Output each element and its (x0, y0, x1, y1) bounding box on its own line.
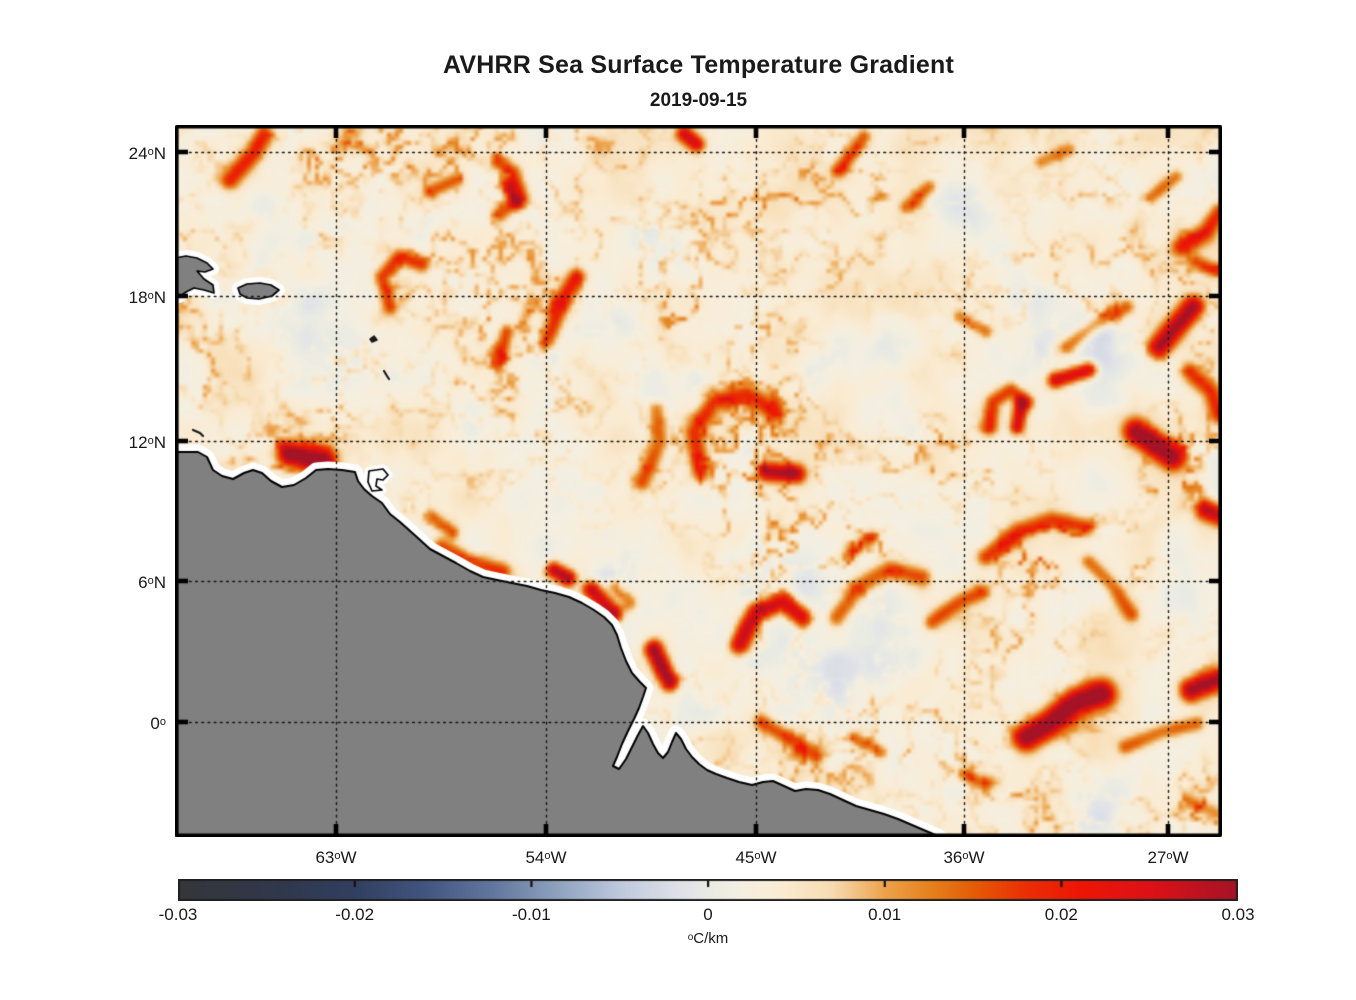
colorbar-tick-label: -0.03 (158, 905, 198, 924)
chart-subtitle: 2019-09-15 (649, 90, 748, 111)
colorbar (178, 879, 1238, 901)
colorbar-tick-label: -0.02 (335, 905, 375, 924)
y-tick-label: 18oN (128, 288, 166, 307)
colorbar-tick-label: 0.02 (1044, 905, 1078, 924)
y-tick-label: 24oN (128, 144, 166, 163)
map-plot-area (175, 125, 1222, 837)
x-tick-label: 45oW (735, 848, 777, 867)
y-tick-label: 12oN (128, 433, 166, 452)
x-tick-label: 27oW (1147, 848, 1189, 867)
colorbar-tick-label: 0.01 (868, 905, 902, 924)
colorbar-tick-label: -0.01 (511, 905, 551, 924)
x-tick-label: 36oW (943, 848, 985, 867)
y-tick-label: 0o (150, 714, 166, 733)
y-tick-label: 6oN (138, 573, 166, 592)
colorbar-tick-label: 0 (703, 905, 713, 924)
degree-symbol: o (687, 932, 694, 943)
colorbar-tick-label: 0.03 (1221, 905, 1255, 924)
x-tick-label: 63oW (315, 848, 357, 867)
chart-title: AVHRR Sea Surface Temperature Gradient (443, 51, 954, 79)
x-tick-label: 54oW (525, 848, 567, 867)
colorbar-unit-label: oC/km (687, 930, 729, 947)
